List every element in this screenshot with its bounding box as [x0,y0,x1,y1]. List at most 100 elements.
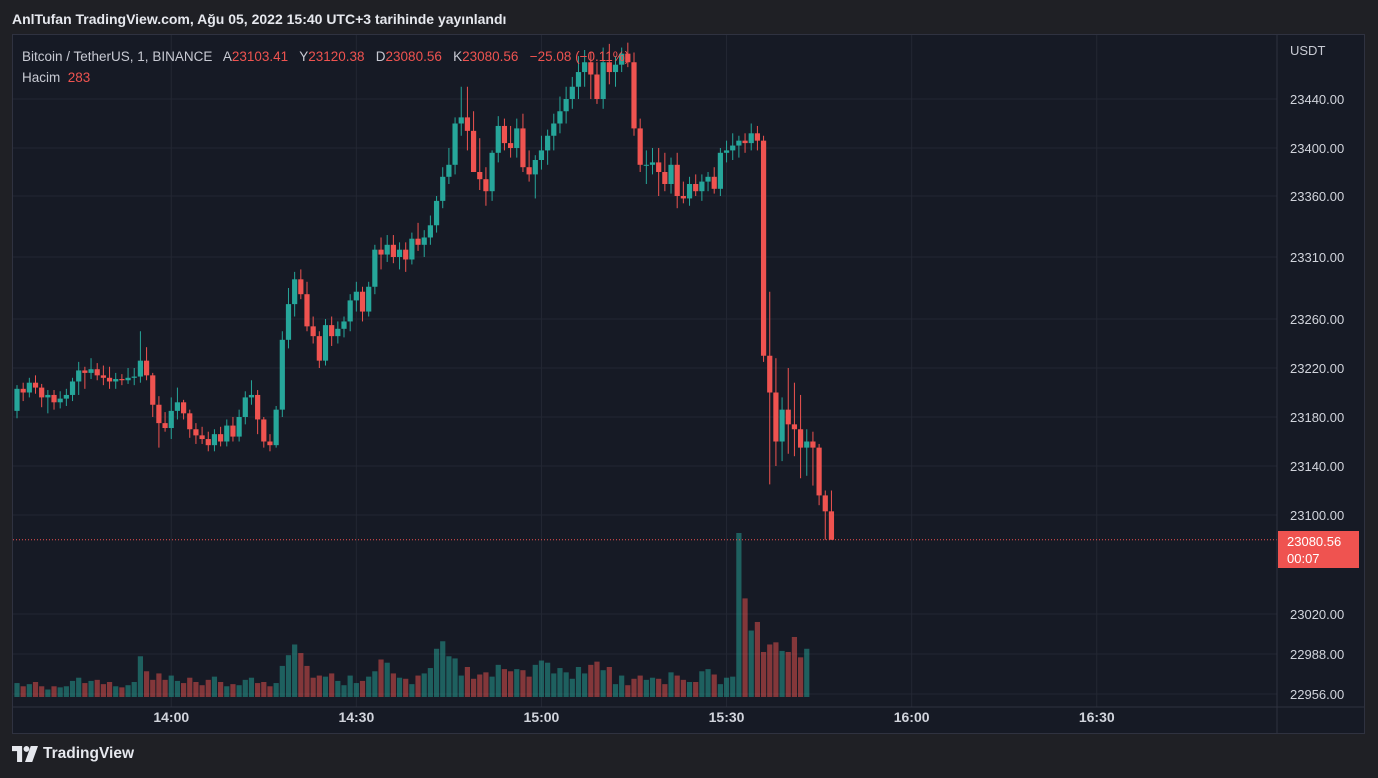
volume-bar [421,673,427,697]
candle-body [236,417,242,437]
volume-bar [304,665,310,697]
volume-bar [625,685,631,697]
candle [575,56,582,99]
volume-bar [501,669,508,697]
chart-panel[interactable]: 23440.00 23400.00 23360.00 23310.00 23260.00… [12,34,1365,734]
candle-body [366,286,372,312]
volume-bar [255,683,261,697]
candle [174,387,181,420]
volume-bar [748,630,754,697]
candle-body [532,160,538,175]
volume-bar [458,675,464,697]
candle-body [45,394,51,398]
candle [143,347,150,381]
change-value: −25.08 (−0.11%) [529,49,630,64]
volume-bar [137,656,143,697]
low-value: 23080.56 [385,49,442,64]
candle-body [353,291,359,301]
chart-legend: Bitcoin / TetherUS, 1, BINANCE A23103.41… [22,46,629,88]
candle-body [563,99,569,112]
candle [45,390,51,414]
candle-body [526,167,532,175]
candle-body [180,402,187,414]
volume-bar [32,681,39,697]
candle [625,42,631,68]
time-tick-label: 16:30 [1079,709,1115,725]
volume-bar [187,677,193,697]
candle [39,383,45,408]
close-value: 23080.56 [462,49,519,64]
candle-body [810,441,816,448]
volume-bar [396,677,403,697]
volume-bar [415,675,421,697]
candle [668,157,674,194]
volume-bar [569,678,575,697]
candle [51,390,57,410]
volume-bar [298,653,304,697]
candle [754,125,760,151]
volume-label[interactable]: Hacim [22,70,61,85]
candle [113,372,119,389]
price-axis[interactable]: 23440.00 23400.00 23360.00 23310.00 23260.00… [1290,92,1344,702]
candle-body [791,424,798,430]
candle-body [483,179,489,192]
candle-body [619,53,625,65]
candle-body [267,441,273,446]
candle-body [273,409,279,446]
candle [606,43,612,85]
candle [261,417,267,448]
candle-body [508,143,514,148]
candle [440,167,446,209]
candle-body [575,72,582,87]
volume-bar [267,686,273,697]
symbol-title[interactable]: Bitcoin / TetherUS, 1, BINANCE [22,49,213,64]
volume-bar [26,684,32,697]
candle [637,118,643,172]
volume-bar [403,678,409,697]
candle [88,358,94,380]
candle-body [674,164,680,196]
candle-body [335,328,341,337]
candle-body [329,325,335,337]
ohlc-legend: Bitcoin / TetherUS, 1, BINANCE A23103.41… [22,46,629,67]
candle [137,331,143,383]
volume-bar [674,675,680,697]
volume-bar [168,675,174,697]
candle-body [594,74,600,99]
candle-body [754,133,760,141]
candle [526,150,532,182]
candle-body [205,439,211,446]
candlestick-chart[interactable]: 23440.00 23400.00 23360.00 23310.00 23260.00… [13,35,1364,733]
candle [242,391,248,425]
volume-bar [693,681,699,697]
currency-label[interactable]: USDT [1290,43,1326,58]
candle [279,331,285,417]
volume-bar [767,644,773,697]
candle [508,125,514,158]
volume-bar [526,676,532,697]
volume-bar [131,681,137,697]
volume-bar [489,676,495,697]
candle-body [248,394,255,398]
volume-bar [662,684,668,697]
tradingview-brand[interactable]: TradingView [12,745,134,763]
candle [822,490,828,540]
volume-bar [656,678,662,697]
volume-bar [686,681,693,697]
candle-body [347,300,353,322]
candle-body [600,62,606,99]
volume-bar [477,674,483,697]
volume-bar [538,660,545,697]
candle-body [94,369,100,376]
candle-body [785,409,791,425]
time-axis[interactable]: 14:00 14:30 15:00 15:30 16:00 16:30 [153,709,1115,725]
candle [180,399,187,420]
price-tick-label: 23020.00 [1290,607,1344,622]
volume-legend: Hacim 283 [22,67,629,88]
candle-body [637,128,643,165]
close-label: K [453,49,463,64]
candle-body [230,425,236,437]
candle [717,148,723,196]
volume-bar [100,684,106,697]
candle [810,431,816,486]
